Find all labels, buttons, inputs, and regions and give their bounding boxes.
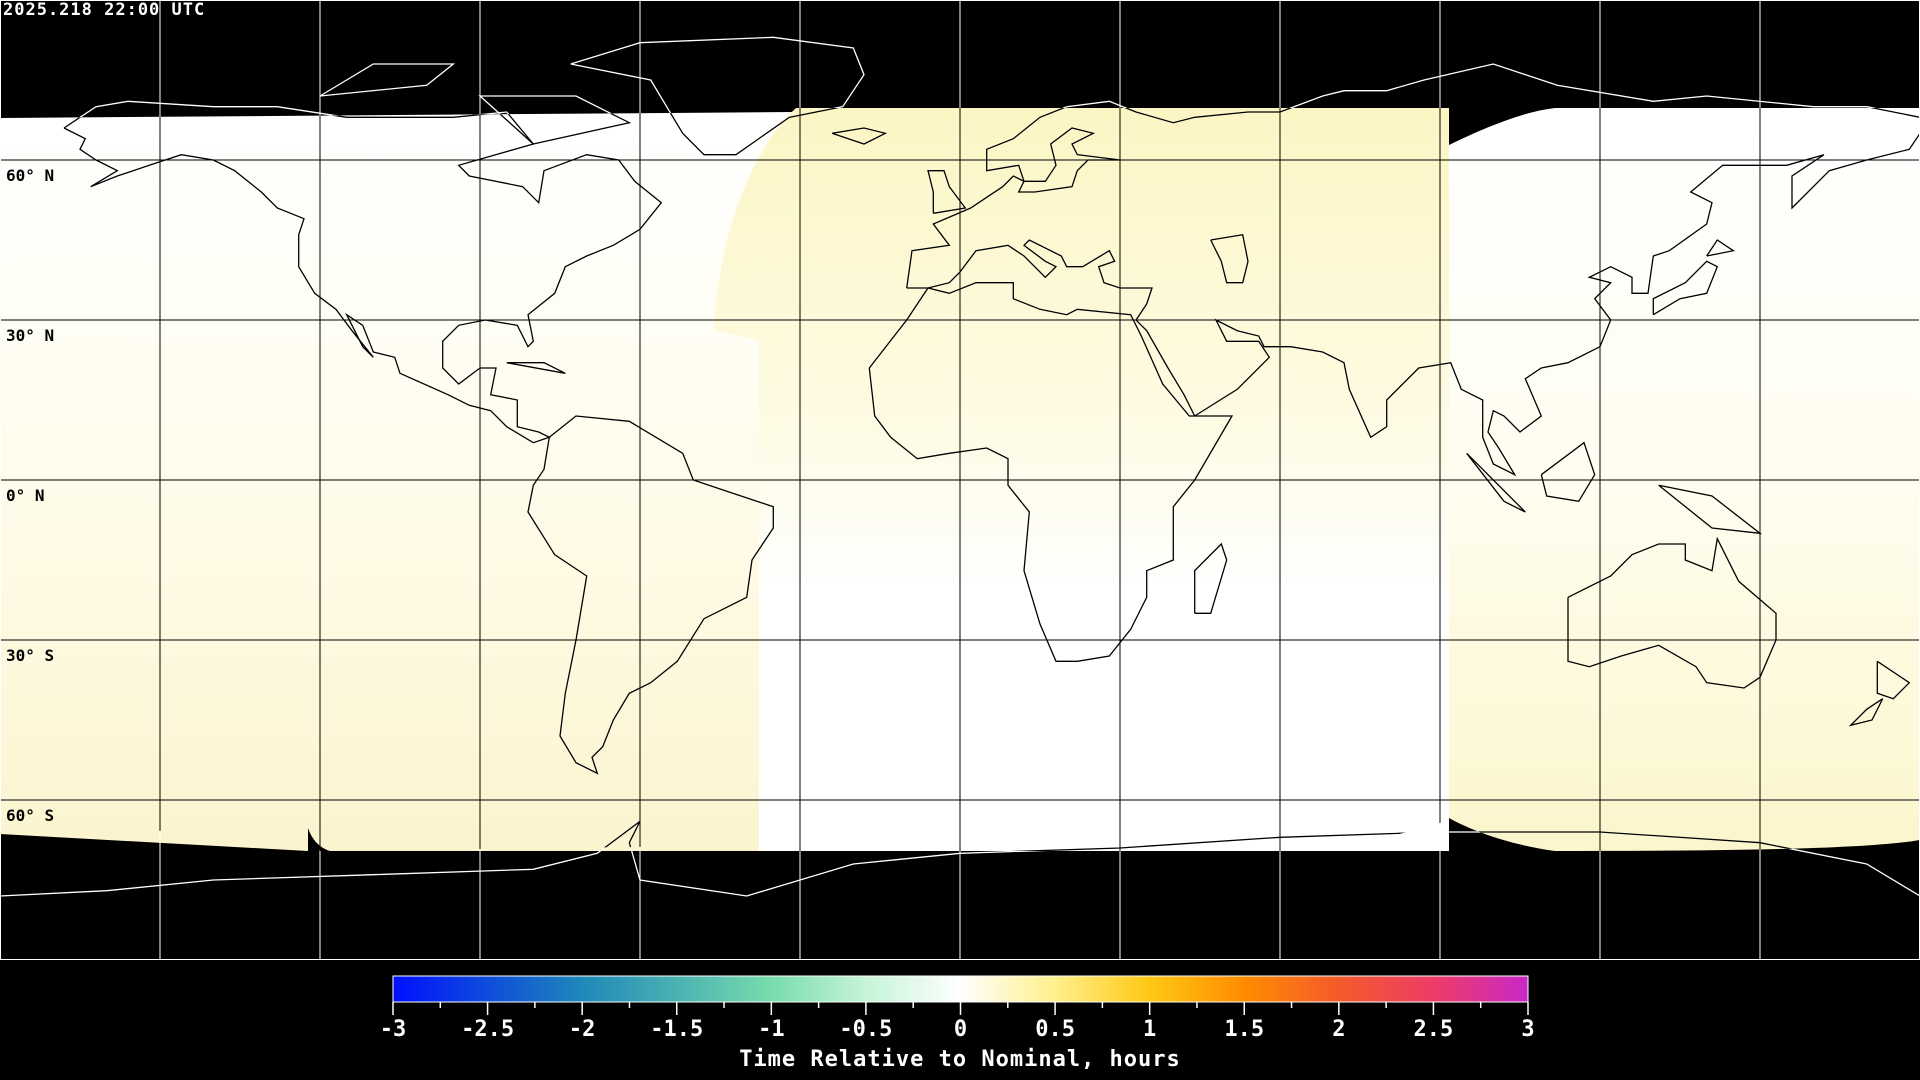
coastline-antarctica (0, 820, 1920, 851)
colorbar-tick-label: 1.5 (1224, 1017, 1264, 1042)
world-map (0, 0, 1920, 960)
colorbar-tick-label: 2.5 (1414, 1017, 1454, 1042)
coastline-africa (868, 282, 1234, 662)
latitude-label: 30° N (6, 326, 55, 345)
colorbar-tick-label: 0 (954, 1017, 967, 1042)
colorbar-tick-label: 1 (1143, 1017, 1156, 1042)
colorbar-tick-label: 2 (1332, 1017, 1345, 1042)
colorbar-tick-label: -2.5 (461, 1017, 514, 1042)
latitude-label: 60° N (6, 166, 55, 185)
colorbar-tick-label: -2 (569, 1017, 596, 1042)
coastline-madagascar (1194, 542, 1228, 614)
colorbar-tick-label: -1 (758, 1017, 785, 1042)
coastline-japan (1652, 260, 1719, 316)
latitude-label: 30° S (6, 646, 55, 665)
coastline-hokkaido (1706, 239, 1735, 257)
coverage-region-west (0, 112, 796, 851)
coastline-north-america (63, 108, 663, 444)
coastline-caspian-sea (1210, 233, 1249, 284)
coastline-south-america (527, 415, 774, 775)
colorbar-tick-label: -1.5 (650, 1017, 703, 1042)
colorbar-label: Time Relative to Nominal, hours (739, 1047, 1181, 1072)
colorbar-tick-label: 3 (1521, 1017, 1534, 1042)
coastline-eurasia (906, 108, 1920, 477)
graticule (0, 0, 1920, 960)
coastline-arctic-islands (319, 63, 456, 97)
colorbar-tick-label: -0.5 (839, 1017, 892, 1042)
colorbar-tick-label: 0.5 (1035, 1017, 1075, 1042)
coastline-greenland (570, 108, 865, 156)
coastline-iceland (831, 127, 888, 145)
latitude-label: 0° N (6, 486, 45, 505)
latitude-label: 60° S (6, 806, 55, 825)
coastline-great-britain (927, 170, 967, 214)
coastline-sumatra (1466, 452, 1526, 513)
coastline-new-zealand (1876, 660, 1911, 700)
coastline-borneo (1540, 441, 1596, 503)
colorbar-gradient (392, 975, 1529, 1003)
timestamp-title: 2025.218 22:00 UTC (3, 0, 206, 20)
coastline-cuba (506, 362, 566, 374)
colorbar-tick-label: -3 (380, 1017, 407, 1042)
coastline-australia (1567, 536, 1777, 689)
colorbar: -3 -2.5 -2 -1.5 -1 -0.5 0 0.5 1 1.5 2 2.5 3 (380, 975, 1535, 1042)
coastline-new-zealand-south (1848, 698, 1884, 727)
